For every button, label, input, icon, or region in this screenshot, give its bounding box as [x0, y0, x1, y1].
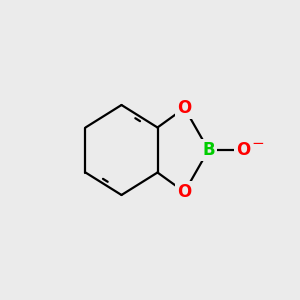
Text: −: − [251, 136, 264, 151]
Text: O: O [177, 183, 192, 201]
Text: B: B [202, 141, 215, 159]
Text: O: O [177, 99, 192, 117]
Text: O: O [236, 141, 250, 159]
